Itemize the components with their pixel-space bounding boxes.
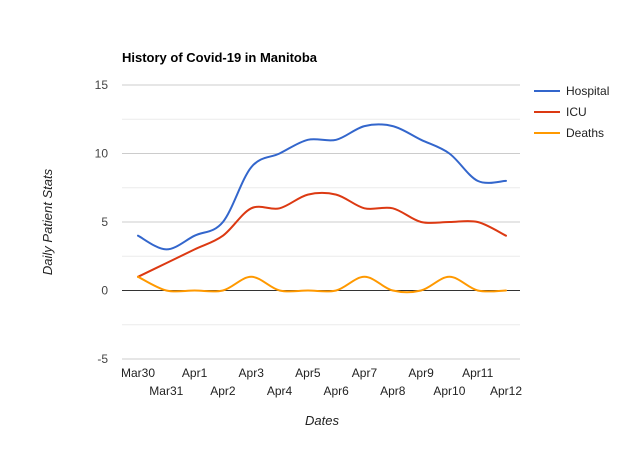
x-tick-label: Apr6 bbox=[323, 384, 349, 398]
x-tick-label: Apr2 bbox=[210, 384, 236, 398]
series-line-hospital bbox=[137, 123, 507, 251]
x-tick-label: Apr11 bbox=[462, 366, 493, 380]
y-tick-label: 5 bbox=[101, 215, 108, 229]
series-line-icu bbox=[137, 191, 507, 278]
series-lines bbox=[137, 123, 507, 294]
x-tick-label: Apr4 bbox=[267, 384, 293, 398]
y-tick-label: 0 bbox=[101, 284, 108, 298]
x-tick-label: Mar30 bbox=[121, 366, 155, 380]
x-tick-label: Apr10 bbox=[433, 384, 465, 398]
x-tick-label: Apr9 bbox=[408, 366, 434, 380]
series-line-deaths bbox=[137, 275, 507, 294]
y-tick-label: -5 bbox=[97, 352, 108, 366]
x-axis-ticks: Mar30Mar31Apr1Apr2Apr3Apr4Apr5Apr6Apr7Ap… bbox=[121, 366, 522, 398]
y-tick-label: 10 bbox=[95, 147, 109, 161]
x-tick-label: Apr7 bbox=[352, 366, 378, 380]
legend-label-deaths: Deaths bbox=[566, 126, 604, 140]
x-tick-label: Apr5 bbox=[295, 366, 321, 380]
legend: Hospital ICU Deaths bbox=[534, 84, 609, 140]
y-tick-label: 15 bbox=[95, 78, 109, 92]
legend-label-icu: ICU bbox=[566, 105, 587, 119]
x-tick-label: Apr12 bbox=[490, 384, 522, 398]
chart-title: History of Covid-19 in Manitoba bbox=[122, 50, 318, 65]
x-axis-label: Dates bbox=[305, 413, 339, 428]
x-tick-label: Mar31 bbox=[149, 384, 183, 398]
x-tick-label: Apr3 bbox=[239, 366, 265, 380]
y-axis-label: Daily Patient Stats bbox=[40, 168, 55, 275]
legend-label-hospital: Hospital bbox=[566, 84, 609, 98]
x-tick-label: Apr8 bbox=[380, 384, 406, 398]
x-tick-label: Apr1 bbox=[182, 366, 208, 380]
y-axis-ticks: -5 0 5 10 15 bbox=[95, 78, 109, 366]
